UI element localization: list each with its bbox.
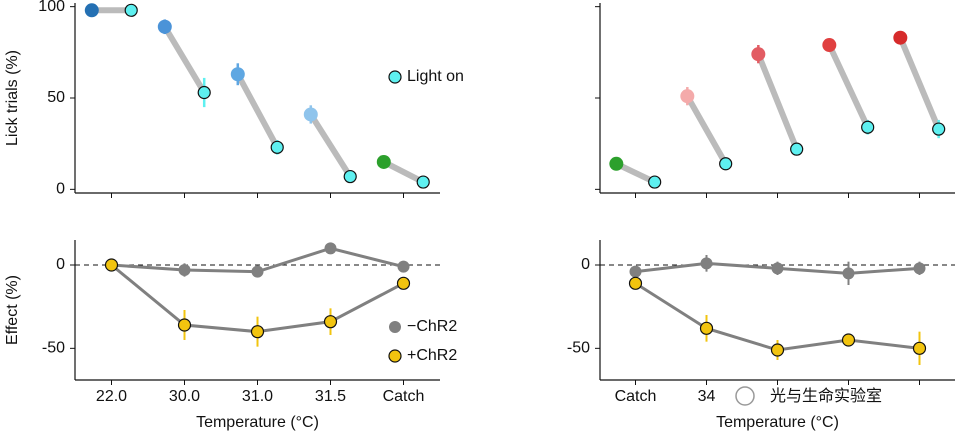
- pair-connector: [897, 34, 942, 133]
- dot: [841, 333, 856, 347]
- y-tick-label: -50: [567, 340, 590, 357]
- dot: [177, 318, 192, 332]
- watermark-icon: [735, 386, 755, 406]
- dot: [648, 175, 662, 189]
- dot: [861, 120, 875, 134]
- dot: [250, 325, 265, 339]
- pair-connector: [380, 158, 427, 186]
- dot: [84, 3, 99, 18]
- dot: [751, 47, 766, 62]
- y-tick-label: 50: [47, 89, 65, 106]
- x-tick-label: 34: [698, 388, 716, 405]
- dot: [680, 89, 695, 104]
- legend-label: +ChR2: [407, 347, 457, 364]
- pair-connector: [755, 51, 800, 153]
- x-tick-label: 22.0: [96, 388, 127, 405]
- legend-swatch: [389, 321, 401, 333]
- dot: [157, 19, 172, 34]
- dot: [396, 276, 411, 290]
- pair-connector: [613, 160, 658, 186]
- dot: [197, 85, 211, 100]
- dot: [790, 142, 804, 156]
- dot: [842, 267, 855, 280]
- dot: [397, 260, 410, 273]
- legend-swatch: [388, 70, 402, 84]
- x-tick-label: 31.0: [242, 388, 273, 405]
- y-tick-label: 0: [581, 256, 590, 273]
- dot: [416, 175, 430, 189]
- pair-connector: [234, 71, 281, 151]
- dot: [770, 343, 785, 357]
- pair-connector: [684, 93, 729, 167]
- dot: [270, 140, 284, 154]
- y-tick-label: 100: [38, 0, 65, 15]
- pair-connector: [307, 111, 354, 180]
- y-tick-label: 0: [56, 256, 65, 273]
- y-axis-label: Effect (%): [4, 275, 21, 345]
- y-tick-label: 0: [56, 181, 65, 198]
- dot: [104, 258, 119, 272]
- dot: [376, 154, 391, 169]
- x-axis-label: Temperature (°C): [716, 414, 839, 431]
- dot: [323, 315, 338, 329]
- dot: [628, 276, 643, 290]
- dot: [251, 265, 264, 278]
- dot: [771, 262, 784, 275]
- dot: [719, 157, 733, 171]
- y-axis-label: Lick trials (%): [4, 50, 21, 146]
- x-tick-label: Catch: [615, 388, 657, 405]
- pair-connector: [826, 42, 871, 131]
- x-axis-label: Temperature (°C): [196, 414, 319, 431]
- dot: [343, 169, 357, 184]
- dot: [324, 242, 337, 255]
- legend-label: −ChR2: [407, 318, 457, 335]
- dot: [230, 67, 245, 82]
- dot: [913, 262, 926, 275]
- dot: [629, 265, 642, 278]
- dot: [912, 341, 927, 355]
- dot: [609, 156, 624, 171]
- y-tick-label: -50: [42, 340, 65, 357]
- dot: [893, 30, 908, 45]
- x-tick-label: Catch: [383, 388, 425, 405]
- legend-label: Light on: [407, 68, 464, 85]
- x-tick-label: 30.0: [169, 388, 200, 405]
- dot: [932, 122, 946, 136]
- dot: [303, 107, 318, 122]
- dot: [124, 3, 138, 17]
- x-tick-label: 31.5: [315, 388, 346, 405]
- dot: [699, 321, 714, 335]
- dot: [700, 257, 713, 270]
- dot: [178, 264, 191, 276]
- pair-connector: [161, 23, 208, 96]
- watermark: 光与生命实验室: [770, 387, 882, 405]
- legend-swatch: [388, 349, 402, 363]
- dot: [822, 38, 837, 53]
